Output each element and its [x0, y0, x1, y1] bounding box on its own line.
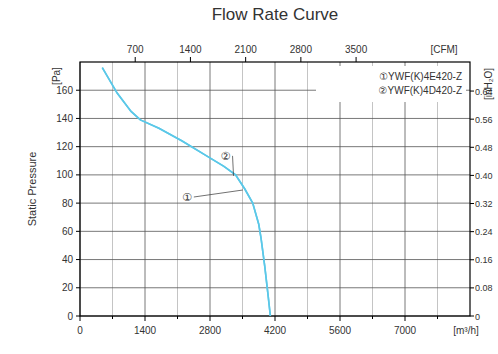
legend: ①YWF(K)4E420-Z ②YWF(K)4D420-Z [316, 66, 466, 102]
y-tick-label: 120 [56, 141, 73, 152]
x-tick-label: 0 [77, 325, 83, 336]
tick [145, 316, 146, 321]
legend-entry: ①YWF(K)4E420-Z [379, 71, 462, 82]
y-unit-label: [Pa] [51, 67, 62, 85]
grid-line [80, 259, 470, 260]
series-line [102, 68, 270, 316]
legend-entry: ②YWF(K)4D420-Z [379, 85, 462, 96]
grid-line [275, 62, 276, 316]
x2-axis-label: [CFM] [430, 44, 457, 55]
y-axis-label: Static Pressure [26, 152, 38, 227]
tick [80, 316, 81, 321]
x2-tick-label: 2800 [290, 44, 313, 55]
annotation-leader [194, 190, 243, 197]
y-tick-label: 60 [62, 226, 74, 237]
tick [340, 316, 341, 321]
annotation: ① [182, 191, 192, 203]
grid-line [210, 62, 211, 316]
y-tick-label: 40 [62, 254, 74, 265]
y2-axis-label: [inH₂O] [483, 68, 494, 100]
x2-tick-label: 1400 [179, 44, 202, 55]
y2-tick-label: 0.40 [475, 171, 493, 181]
grid-line [145, 62, 146, 316]
y2-tick-label: 0 [475, 312, 480, 322]
tick [275, 316, 276, 321]
y2-tick-label: 0.24 [475, 227, 493, 237]
annotation-leader [233, 156, 234, 176]
grid-line [80, 231, 470, 232]
x-axis-label: [m³/h] [453, 325, 479, 336]
minor-grid-line [177, 62, 178, 316]
minor-grid-line [242, 62, 243, 316]
x-tick-label: 1400 [134, 325, 157, 336]
minor-grid-line [112, 62, 113, 316]
y2-tick-label: 0.48 [475, 143, 493, 153]
grid-line [80, 146, 470, 147]
plot-frame [80, 62, 470, 316]
y2-tick-label: 0.08 [475, 283, 493, 293]
x2-tick-label: 2100 [235, 44, 258, 55]
x2-tick-label: 3500 [345, 44, 368, 55]
x-tick-label: 5600 [329, 325, 352, 336]
y-tick-label: 140 [56, 113, 73, 124]
title: Flow Rate Curve [212, 5, 339, 24]
grid-line [80, 287, 470, 288]
chart: Flow Rate Curve0140028004200560070000204… [0, 0, 498, 354]
minor-grid-line [307, 62, 308, 316]
y-tick-label: 100 [56, 169, 73, 180]
annotation: ② [221, 150, 231, 162]
tick [245, 57, 246, 62]
series-group [102, 68, 270, 316]
grid-line [80, 203, 470, 204]
y-tick-label: 0 [67, 311, 73, 322]
legend-box [316, 66, 466, 102]
x-tick-label: 7000 [394, 325, 417, 336]
grid [80, 62, 470, 316]
tick [135, 57, 136, 62]
tick [300, 57, 301, 62]
tick [190, 57, 191, 62]
grid-line [80, 174, 470, 175]
tick [356, 57, 357, 62]
x2-tick-label: 700 [127, 44, 144, 55]
tick [405, 316, 406, 321]
y2-tick-label: 0.56 [475, 115, 493, 125]
y-tick-label: 20 [62, 282, 74, 293]
y2-tick-label: 0.32 [475, 199, 493, 209]
y-tick-label: 80 [62, 198, 74, 209]
y2-tick-label: 0.16 [475, 255, 493, 265]
x-tick-label: 4200 [264, 325, 287, 336]
y-tick-label: 160 [56, 85, 73, 96]
tick [210, 316, 211, 321]
x-tick-label: 2800 [199, 325, 222, 336]
series-line [102, 68, 270, 316]
